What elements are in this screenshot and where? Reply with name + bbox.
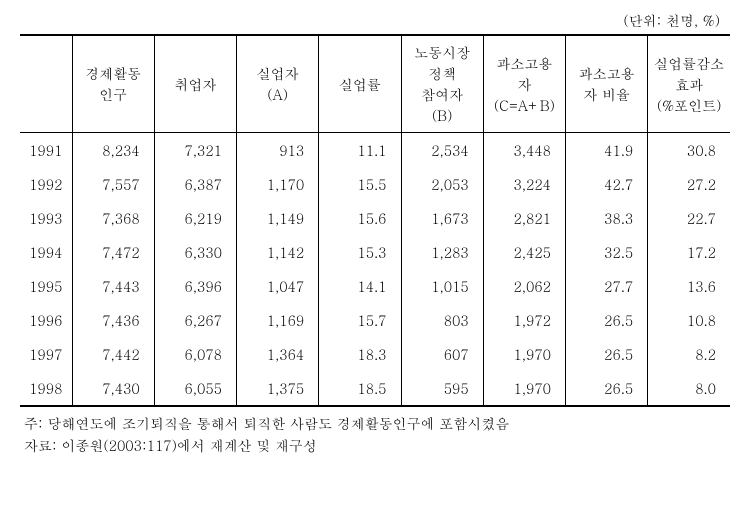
col-header-underemp-rate: 과소고용자 비율	[566, 35, 648, 133]
cell-unemp-rate: 18.5	[319, 371, 401, 406]
footnote-note: 주: 당해연도에 조기퇴직을 통해서 퇴직한 사람도 경제활동인구에 포함시켰음	[24, 412, 730, 434]
table-row: 19918,2347,32191311.12,5343,44841.930.8	[20, 133, 730, 168]
cell-underemp: 2,062	[483, 269, 565, 303]
cell-year: 1994	[20, 235, 72, 269]
col-header-underemployed: 과소고용자(C=A+B)	[483, 35, 565, 133]
cell-unemp-rate: 15.6	[319, 201, 401, 235]
col-header-unemployed: 실업자(A)	[237, 35, 319, 133]
cell-underemp: 1,970	[483, 371, 565, 406]
col-header-econ-pop: 경제활동인구	[72, 35, 154, 133]
cell-econ-pop: 7,472	[72, 235, 154, 269]
cell-underemp: 2,821	[483, 201, 565, 235]
cell-econ-pop: 7,436	[72, 303, 154, 337]
cell-underemp-rate: 41.9	[566, 133, 648, 168]
cell-underemp-rate: 26.5	[566, 371, 648, 406]
col-header-reduction-effect: 실업률감소효과(%포인트)	[648, 35, 730, 133]
cell-unemployed: 1,047	[237, 269, 319, 303]
cell-unemp-rate: 15.7	[319, 303, 401, 337]
footnotes: 주: 당해연도에 조기퇴직을 통해서 퇴직한 사람도 경제활동인구에 포함시켰음…	[20, 412, 730, 457]
cell-employed: 6,387	[154, 167, 236, 201]
table-row: 19947,4726,3301,14215.31,2832,42532.517.…	[20, 235, 730, 269]
cell-lmp: 1,673	[401, 201, 483, 235]
cell-employed: 6,330	[154, 235, 236, 269]
cell-econ-pop: 7,368	[72, 201, 154, 235]
cell-econ-pop: 7,557	[72, 167, 154, 201]
cell-unemployed: 1,170	[237, 167, 319, 201]
cell-unemp-rate: 15.3	[319, 235, 401, 269]
cell-unemployed: 1,142	[237, 235, 319, 269]
cell-lmp: 595	[401, 371, 483, 406]
cell-year: 1991	[20, 133, 72, 168]
cell-employed: 6,078	[154, 337, 236, 371]
cell-year: 1992	[20, 167, 72, 201]
cell-unemp-rate: 15.5	[319, 167, 401, 201]
col-header-employed: 취업자	[154, 35, 236, 133]
cell-econ-pop: 7,430	[72, 371, 154, 406]
cell-year: 1996	[20, 303, 72, 337]
cell-econ-pop: 8,234	[72, 133, 154, 168]
cell-employed: 7,321	[154, 133, 236, 168]
cell-employed: 6,396	[154, 269, 236, 303]
col-header-blank	[20, 35, 72, 133]
table-row: 19927,5576,3871,17015.52,0533,22442.727.…	[20, 167, 730, 201]
cell-lmp: 803	[401, 303, 483, 337]
cell-unemployed: 1,169	[237, 303, 319, 337]
cell-underemp: 3,224	[483, 167, 565, 201]
cell-year: 1993	[20, 201, 72, 235]
cell-employed: 6,055	[154, 371, 236, 406]
cell-unemployed: 1,375	[237, 371, 319, 406]
cell-underemp: 1,970	[483, 337, 565, 371]
cell-econ-pop: 7,443	[72, 269, 154, 303]
table-row: 19967,4366,2671,16915.78031,97226.510.8	[20, 303, 730, 337]
cell-lmp: 1,015	[401, 269, 483, 303]
cell-unemployed: 913	[237, 133, 319, 168]
cell-lmp: 2,053	[401, 167, 483, 201]
cell-underemp-rate: 38.3	[566, 201, 648, 235]
cell-employed: 6,219	[154, 201, 236, 235]
cell-underemp-rate: 26.5	[566, 337, 648, 371]
cell-year: 1995	[20, 269, 72, 303]
cell-reduction: 8.2	[648, 337, 730, 371]
cell-reduction: 27.2	[648, 167, 730, 201]
cell-reduction: 13.6	[648, 269, 730, 303]
unit-label: (단위: 천명, %)	[20, 10, 730, 30]
cell-underemp: 3,448	[483, 133, 565, 168]
cell-reduction: 17.2	[648, 235, 730, 269]
col-header-unemp-rate: 실업률	[319, 35, 401, 133]
cell-unemployed: 1,364	[237, 337, 319, 371]
table-body: 19918,2347,32191311.12,5343,44841.930.81…	[20, 133, 730, 407]
cell-lmp: 1,283	[401, 235, 483, 269]
footnote-source: 자료: 이종원(2003:117)에서 재계산 및 재구성	[24, 434, 730, 456]
table-header-row: 경제활동인구 취업자 실업자(A) 실업률 노동시장정책참여자(B) 과소고용자…	[20, 35, 730, 133]
cell-underemp-rate: 26.5	[566, 303, 648, 337]
cell-reduction: 8.0	[648, 371, 730, 406]
col-header-lmp-participants: 노동시장정책참여자(B)	[401, 35, 483, 133]
cell-year: 1997	[20, 337, 72, 371]
cell-reduction: 10.8	[648, 303, 730, 337]
table-row: 19987,4306,0551,37518.55951,97026.58.0	[20, 371, 730, 406]
cell-employed: 6,267	[154, 303, 236, 337]
cell-unemp-rate: 14.1	[319, 269, 401, 303]
cell-underemp-rate: 32.5	[566, 235, 648, 269]
cell-underemp-rate: 27.7	[566, 269, 648, 303]
table-row: 19957,4436,3961,04714.11,0152,06227.713.…	[20, 269, 730, 303]
table-row: 19977,4426,0781,36418.36071,97026.58.2	[20, 337, 730, 371]
cell-reduction: 30.8	[648, 133, 730, 168]
cell-unemp-rate: 11.1	[319, 133, 401, 168]
table-row: 19937,3686,2191,14915.61,6732,82138.322.…	[20, 201, 730, 235]
cell-underemp: 2,425	[483, 235, 565, 269]
cell-unemp-rate: 18.3	[319, 337, 401, 371]
data-table: 경제활동인구 취업자 실업자(A) 실업률 노동시장정책참여자(B) 과소고용자…	[20, 34, 730, 407]
cell-lmp: 607	[401, 337, 483, 371]
cell-econ-pop: 7,442	[72, 337, 154, 371]
cell-lmp: 2,534	[401, 133, 483, 168]
cell-unemployed: 1,149	[237, 201, 319, 235]
cell-underemp-rate: 42.7	[566, 167, 648, 201]
cell-underemp: 1,972	[483, 303, 565, 337]
cell-reduction: 22.7	[648, 201, 730, 235]
cell-year: 1998	[20, 371, 72, 406]
